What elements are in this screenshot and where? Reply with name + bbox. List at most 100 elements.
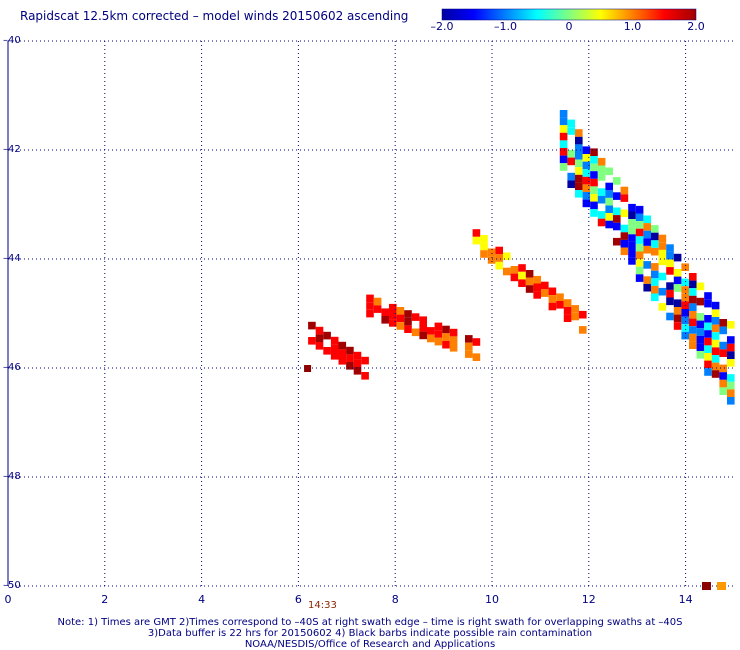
- wind-diff-cell: [628, 226, 636, 235]
- wind-diff-cell: [711, 362, 720, 371]
- wind-diff-cell: [575, 136, 583, 145]
- wind-diff-cell: [704, 330, 712, 338]
- wind-diff-cell: [411, 313, 420, 321]
- wind-diff-cell: [495, 261, 503, 270]
- wind-diff-cell: [635, 205, 644, 214]
- wind-diff-cell: [673, 299, 682, 307]
- wind-diff-cell: [563, 299, 572, 307]
- wind-diff-cell: [666, 267, 674, 275]
- wind-diff-cell: [597, 218, 606, 227]
- colorbar-tick-label: –2.0: [430, 20, 454, 33]
- wind-diff-cell: [643, 276, 651, 284]
- wind-diff-cell: [503, 252, 511, 261]
- wind-diff-cell: [575, 167, 583, 175]
- wind-diff-cell: [366, 302, 374, 310]
- wind-diff-cell: [487, 256, 496, 264]
- wind-diff-cell: [696, 297, 705, 306]
- wind-diff-cell: [704, 353, 712, 361]
- wind-diff-cell: [559, 110, 568, 118]
- wind-diff-cell: [635, 259, 644, 267]
- wind-diff-cell: [727, 359, 735, 367]
- wind-diff-cell: [704, 315, 712, 323]
- wind-diff-cell: [427, 334, 435, 343]
- wind-diff-cell: [704, 345, 712, 353]
- wind-diff-cell: [628, 219, 636, 227]
- wind-diff-cell: [613, 177, 621, 185]
- wind-diff-cell: [689, 303, 697, 311]
- wind-diff-cell: [651, 225, 659, 233]
- wind-diff-cell: [472, 236, 481, 245]
- wind-diff-cell: [480, 250, 488, 258]
- wind-diff-cell: [658, 272, 667, 281]
- wind-diff-cell: [711, 332, 720, 340]
- wind-diff-cell: [575, 182, 583, 190]
- wind-diff-cell: [643, 283, 651, 292]
- wind-diff-cell: [658, 249, 667, 258]
- wind-diff-cell: [673, 269, 682, 277]
- wind-diff-cell: [643, 245, 651, 254]
- wind-diff-cell: [541, 281, 549, 290]
- wind-diff-cell: [315, 326, 324, 335]
- wind-diff-cell: [605, 205, 613, 214]
- wind-diff-cell: [711, 317, 720, 325]
- wind-diff-cell: [635, 221, 644, 229]
- wind-diff-cell: [643, 223, 651, 231]
- wind-diff-cell: [727, 336, 735, 344]
- wind-diff-cell: [696, 351, 705, 359]
- wind-diff-cell: [658, 234, 667, 243]
- wind-diff-cell: [590, 201, 598, 210]
- wind-diff-cell: [590, 148, 598, 156]
- wind-diff-cell: [404, 310, 412, 318]
- wind-diff-cell: [620, 209, 629, 218]
- colorbar: [441, 8, 697, 21]
- legend-swatch: [717, 582, 726, 590]
- wind-diff-cell: [597, 165, 606, 174]
- wind-diff-cell: [442, 333, 450, 341]
- wind-diff-cell: [727, 374, 735, 382]
- wind-diff-cell: [487, 248, 496, 257]
- wind-diff-cell: [673, 307, 682, 315]
- wind-diff-cell: [556, 301, 564, 309]
- wind-diff-cell: [575, 152, 583, 160]
- wind-diff-cell: [681, 309, 689, 317]
- wind-diff-cell: [666, 251, 674, 260]
- wind-diff-cell: [338, 357, 347, 365]
- colorbar-tick-label: 1.0: [623, 20, 642, 33]
- wind-diff-cell: [427, 327, 435, 335]
- wind-diff-cell: [353, 359, 362, 367]
- wind-diff-cell: [510, 273, 519, 282]
- wind-diff-cell: [711, 370, 720, 378]
- wind-diff-cell: [434, 337, 443, 346]
- colorbar-tick-label: –1.0: [494, 20, 517, 33]
- wind-diff-cell: [666, 259, 674, 268]
- wind-diff-cell: [590, 171, 598, 179]
- wind-diff-cell: [381, 316, 389, 324]
- wind-diff-cell: [381, 308, 389, 316]
- wind-diff-cell: [635, 243, 644, 252]
- wind-diff-cell: [613, 192, 621, 200]
- wind-diff-cell: [681, 331, 689, 340]
- wind-diff-cell: [719, 379, 727, 388]
- wind-diff-cell: [704, 337, 712, 346]
- wind-diff-cell: [635, 274, 644, 282]
- wind-diff-cell: [711, 309, 720, 317]
- longitude-tick-label: 6: [294, 593, 302, 606]
- wind-diff-cell: [689, 311, 697, 319]
- wind-diff-cell: [330, 352, 339, 360]
- wind-diff-cell: [518, 264, 526, 272]
- wind-diff-cell: [666, 289, 674, 298]
- wind-diff-cell: [711, 347, 720, 355]
- wind-diff-cell: [419, 316, 427, 324]
- wind-diff-cell: [373, 297, 382, 306]
- wind-diff-cell: [567, 127, 575, 135]
- wind-diff-cell: [719, 326, 727, 335]
- wind-diff-cell: [681, 263, 689, 271]
- wind-diff-cell: [711, 301, 720, 310]
- wind-diff-cell: [567, 119, 575, 128]
- wind-diff-cell: [711, 355, 720, 363]
- note-line-1: Note: 1) Times are GMT 2)Times correspon…: [57, 617, 683, 628]
- wind-diff-cell: [673, 276, 682, 285]
- wind-diff-cell: [689, 333, 697, 342]
- wind-diff-cell: [389, 319, 397, 327]
- wind-diff-cell: [689, 288, 697, 296]
